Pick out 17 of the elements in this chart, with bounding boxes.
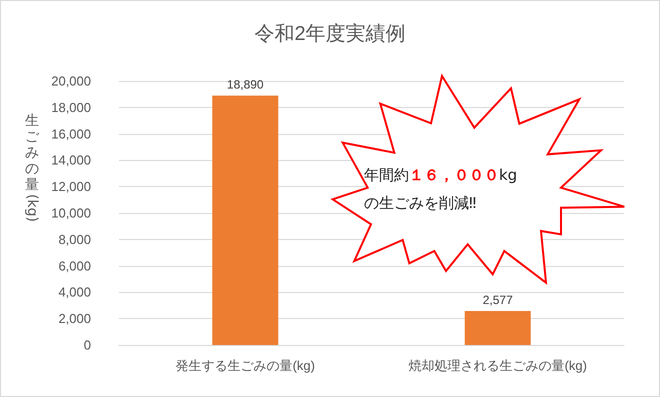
y-tick-label: 16,000 xyxy=(51,126,91,142)
y-tick-label: 18,000 xyxy=(51,100,91,115)
y-tick-label: 20,000 xyxy=(51,74,91,88)
y-axis-title: 生ごみの量(kg) xyxy=(23,113,41,222)
x-tick-label: 焼却処理される生ごみの量(kg) xyxy=(408,358,587,373)
y-tick-label: 8,000 xyxy=(58,232,91,247)
data-label: 18,890 xyxy=(226,78,264,92)
y-tick-label: 6,000 xyxy=(58,258,91,274)
y-tick-label: 0 xyxy=(84,338,91,352)
y-tick-label: 4,000 xyxy=(58,284,91,300)
data-label: 2,577 xyxy=(482,292,514,307)
x-tick-label: 発生する生ごみの量(kg) xyxy=(176,358,315,373)
chart-title: 令和2年度実績例 xyxy=(254,22,406,45)
y-tick-label: 10,000 xyxy=(51,206,91,220)
y-tick-label: 12,000 xyxy=(51,179,91,194)
y-tick-label: 14,000 xyxy=(51,152,91,168)
y-tick-label: 2,000 xyxy=(58,311,91,326)
